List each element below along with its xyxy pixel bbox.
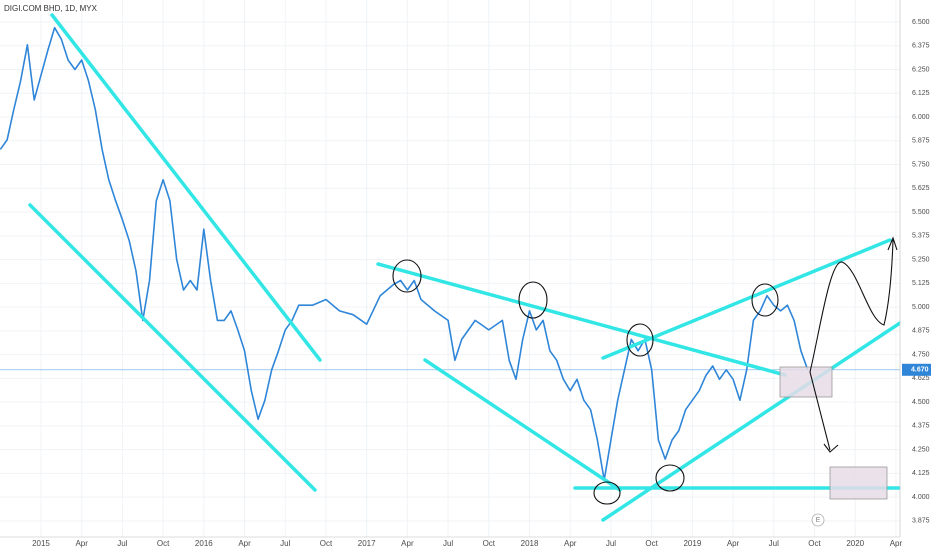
x-tick-label: Jul [117, 539, 127, 548]
circle [655, 464, 685, 492]
x-tick-label: Jul [769, 539, 779, 548]
projection-arrow [809, 236, 898, 373]
y-tick-label: 5.500 [912, 209, 930, 216]
zone-box [779, 366, 833, 398]
circle [593, 481, 621, 505]
y-tick-label: 5.125 [912, 280, 930, 287]
price-marker-box [902, 363, 931, 376]
y-tick-label: 4.500 [912, 399, 930, 406]
y-tick-label: 3.875 [912, 518, 930, 525]
y-tick-label: 5.625 [912, 185, 930, 192]
x-tick-label: 2019 [683, 539, 701, 548]
y-tick-label: 6.125 [912, 90, 930, 97]
x-tick-label: Apr [727, 539, 740, 548]
y-tick-label: 4.750 [912, 351, 930, 358]
trend-line [601, 238, 892, 360]
y-tick-label: 6.375 [912, 43, 930, 50]
y-tick-label: 5.875 [912, 138, 930, 145]
event-label: E [816, 517, 821, 524]
y-tick-label: 6.000 [912, 114, 930, 121]
y-tick-label: 5.750 [912, 161, 930, 168]
price-axis [900, 0, 932, 550]
x-tick-label: 2020 [846, 539, 864, 548]
x-tick-label: Oct [645, 539, 658, 548]
trend-line [50, 13, 322, 362]
x-tick-label: Oct [483, 539, 496, 548]
y-tick-label: 4.875 [912, 328, 930, 335]
x-tick-label: Oct [808, 539, 821, 548]
projection-arrow [809, 371, 839, 453]
axes: 3.875 4.000 4.125 4.250 4.375 4.500 4.625 4.750… [32, 0, 931, 548]
chart-title: DIGI.COM BHD, 1D, MYX [4, 4, 98, 13]
circle [518, 281, 548, 319]
y-tick-label: 4.375 [912, 423, 930, 430]
x-tick-label: Apr [238, 539, 251, 548]
price-line [0, 26, 809, 481]
x-tick-label: Apr [564, 539, 577, 548]
x-tick-label: Apr [401, 539, 414, 548]
y-tick-label: 6.500 [912, 19, 930, 26]
y-tick-label: 4.625 [912, 375, 930, 382]
circle [626, 323, 654, 357]
x-tick-label: Apr [890, 539, 903, 548]
drawings [28, 13, 902, 522]
y-tick-label: 4.000 [912, 494, 930, 501]
trend-line [28, 203, 317, 492]
price-marker-label: 4.670 [911, 367, 929, 374]
x-tick-label: 2017 [358, 539, 376, 548]
trend-line [423, 358, 622, 492]
x-tick-label: Oct [157, 539, 170, 548]
y-tick-label: 5.000 [912, 304, 930, 311]
x-tick-label: Oct [320, 539, 333, 548]
y-tick-label: 4.125 [912, 470, 930, 477]
y-tick-label: 6.250 [912, 66, 930, 73]
circle [751, 283, 779, 317]
event-icon [811, 513, 825, 527]
trend-line [376, 262, 787, 377]
y-tick-label: 4.250 [912, 446, 930, 453]
x-tick-label: 2016 [195, 539, 213, 548]
x-tick-label: Jul [280, 539, 290, 548]
y-tick-label: 6.625 [912, 0, 930, 2]
time-axis [0, 537, 932, 550]
x-tick-label: Jul [443, 539, 453, 548]
grid [0, 0, 900, 537]
circle [392, 259, 422, 293]
zone-box [829, 466, 888, 500]
y-tick-label: 5.250 [912, 256, 930, 263]
x-tick-label: 2018 [521, 539, 539, 548]
x-tick-label: 2015 [32, 539, 50, 548]
x-tick-label: Apr [75, 539, 88, 548]
y-tick-label: 5.375 [912, 233, 930, 240]
x-tick-label: Jul [606, 539, 616, 548]
plot [0, 26, 900, 481]
